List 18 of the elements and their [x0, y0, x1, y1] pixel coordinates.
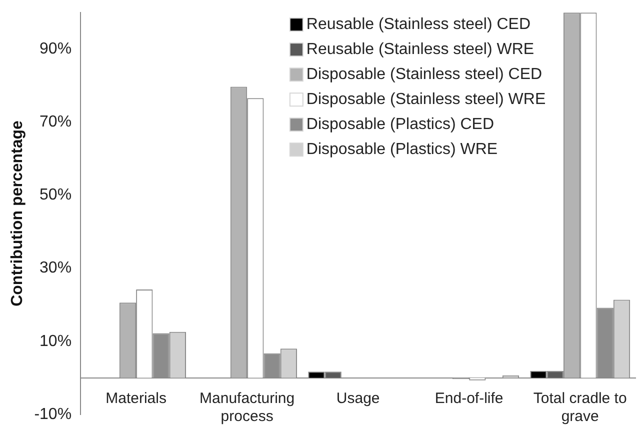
x-tick-label: Total cradle to grave: [533, 390, 627, 426]
legend-label: Disposable (Stainless steel) CED: [306, 66, 542, 84]
y-tick-label: 90%: [40, 40, 72, 58]
y-tick-label: -10%: [34, 406, 72, 423]
legend-label: Reusable (Stainless steel) WRE: [306, 41, 534, 58]
legend-label: Disposable (Plastics) CED: [306, 116, 494, 134]
y-tick-label: 30%: [40, 260, 72, 277]
x-tick-label: End-of-life: [434, 390, 504, 408]
y-axis-title: Contribution percentage: [9, 120, 26, 306]
y-tick-label: 50%: [40, 186, 72, 204]
legend-label: Disposable (Stainless steel) WRE: [306, 91, 546, 108]
x-tick-label: Usage: [336, 390, 380, 408]
x-tick-label: Manufacturing process: [200, 390, 295, 426]
legend-label: Reusable (Stainless steel) CED: [306, 16, 531, 34]
y-tick-label: 70%: [40, 114, 72, 131]
y-tick-label: 10%: [40, 332, 72, 350]
legend-label: Disposable (Plastics) WRE: [306, 141, 498, 158]
x-tick-label: Materials: [106, 390, 166, 408]
